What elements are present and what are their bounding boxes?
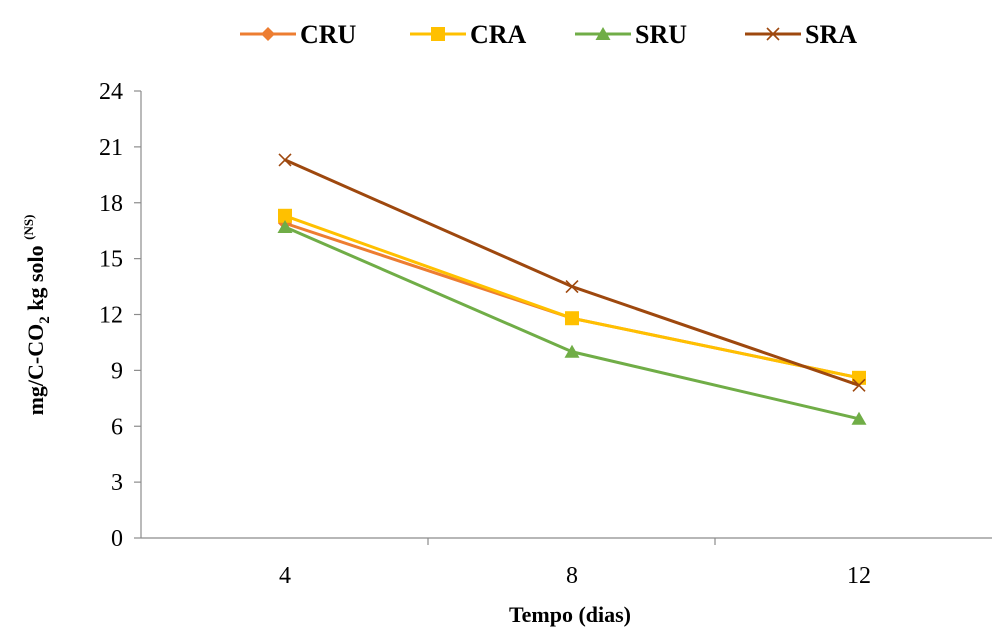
x-axis-title: Tempo (dias) [509,602,631,627]
y-axis-title: mg/C-CO2 kg solo (NS) [21,215,53,416]
legend-label-cru: CRU [300,20,357,49]
y-axis-title-main: mg/C-CO [23,324,48,416]
legend-label-sra: SRA [805,20,857,49]
y-tick-label: 9 [111,358,123,384]
data-point-sra [278,153,292,167]
y-tick-label: 15 [99,247,123,273]
y-tick-label: 21 [99,135,123,161]
data-point-sra [565,279,579,294]
y-tick-label: 24 [99,79,123,105]
y-axis-title-subscript: 2 [37,316,53,324]
data-point-sru [277,219,293,233]
legend-item-sru: SRU [575,20,687,49]
series-layer [277,153,867,425]
x-marker-stroke [565,279,579,294]
axes: 0 3 6 9 12 15 18 21 24 4 8 12 [99,79,992,589]
series-cra [278,208,866,385]
x-marker-stroke [278,153,292,167]
data-point-sra [852,378,866,392]
series-sra [278,153,866,392]
legend-item-cra: CRA [410,20,527,49]
legend-marker-cra [431,27,445,41]
y-tick-label: 12 [99,303,123,329]
legend: CRU CRA SRU SRA [240,20,857,49]
x-marker-stroke [852,378,866,392]
data-point-cra [278,208,292,223]
y-tick-label: 18 [99,191,123,217]
y-tick-label: 6 [111,414,123,440]
y-axis-title-superscript: (NS) [21,215,36,240]
x-tick-label: 4 [279,563,291,589]
y-axis-title-suffix: kg solo [23,240,48,316]
y-tick-label: 0 [111,526,123,552]
x-tick-label: 8 [566,563,578,589]
legend-marker-cru [261,27,275,41]
legend-item-sra: SRA [745,20,857,49]
x-tick-label: 12 [847,563,871,589]
legend-marker-sru [595,27,611,40]
series-sru [277,219,867,425]
data-point-cra [565,311,579,326]
legend-marker-sra [766,27,780,41]
data-point-sru [564,344,580,358]
legend-label-cra: CRA [470,20,527,49]
x-marker-stroke [766,27,780,41]
y-tick-label: 3 [111,470,123,496]
legend-item-cru: CRU [240,20,357,49]
data-point-sru [851,411,867,425]
legend-label-sru: SRU [635,20,687,49]
